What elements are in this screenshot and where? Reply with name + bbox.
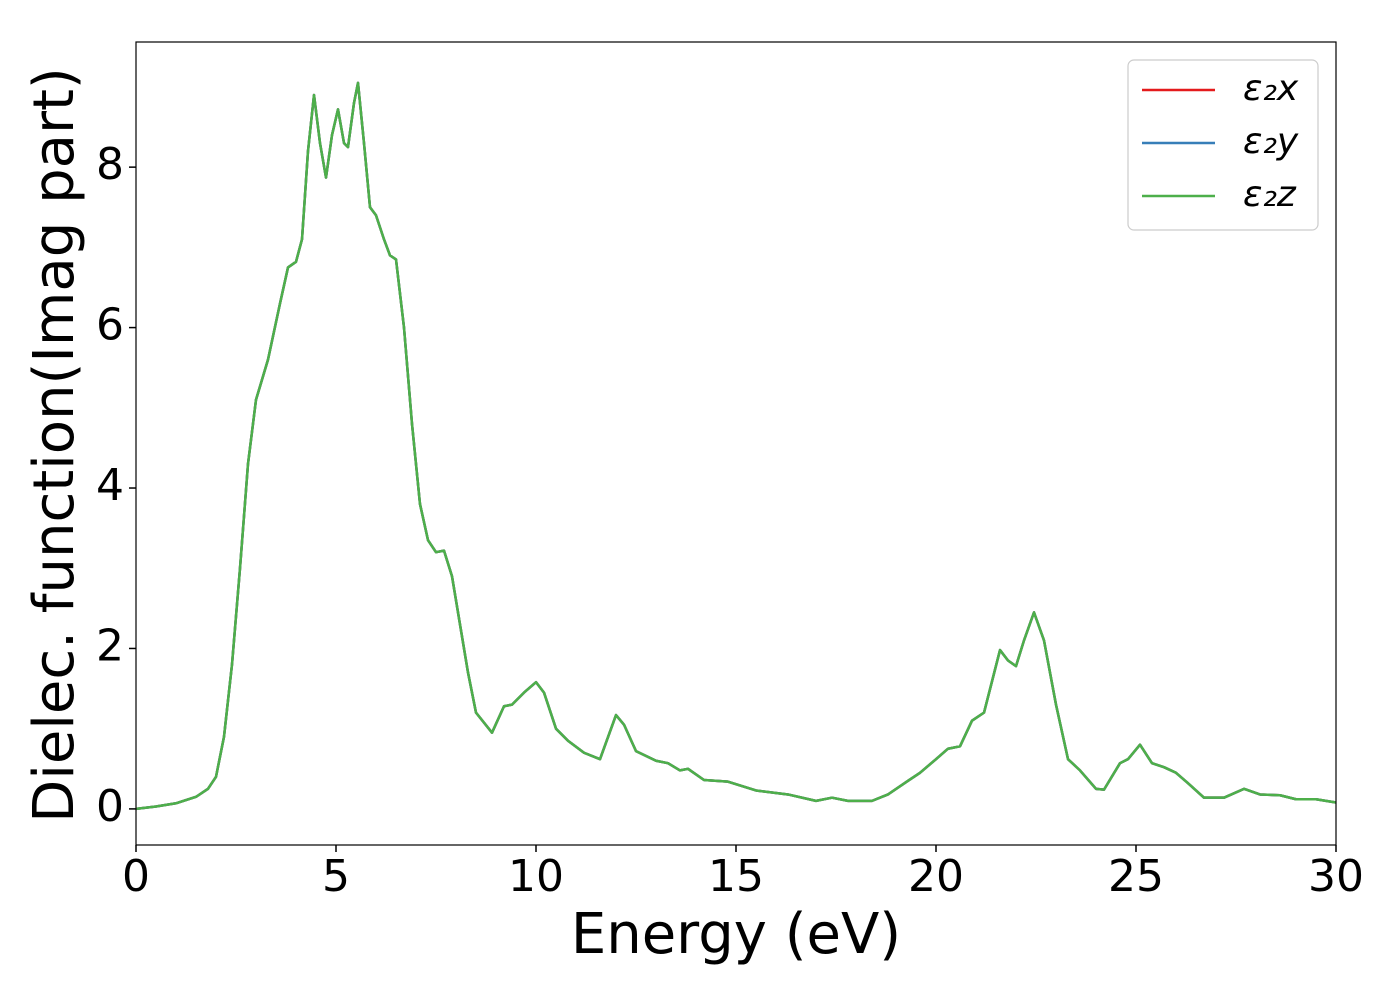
- legend-box: [1127, 59, 1319, 231]
- y-axis-label: Dielec. function(Imag part): [22, 67, 87, 823]
- legend-label: ε₂y: [1243, 121, 1299, 162]
- x-tick-label: 20: [908, 851, 964, 902]
- x-axis-label: Energy (eV): [571, 902, 901, 967]
- legend-label: ε₂x: [1243, 68, 1299, 109]
- y-tick-label: 8: [96, 139, 124, 190]
- y-tick-label: 4: [96, 460, 124, 511]
- plot-frame: [135, 41, 1337, 846]
- x-tick-label: 25: [1108, 851, 1164, 902]
- x-tick-label: 5: [322, 851, 350, 902]
- data-line: [135, 81, 1337, 811]
- x-tick-label: 30: [1308, 851, 1364, 902]
- y-tick-label: 0: [96, 781, 124, 832]
- x-tick-label: 10: [508, 851, 564, 902]
- y-tick-label: 6: [96, 300, 124, 351]
- x-tick-label: 0: [122, 851, 150, 902]
- legend-label: ε₂z: [1243, 174, 1297, 215]
- y-tick-label: 2: [96, 620, 124, 671]
- x-tick-label: 15: [708, 851, 764, 902]
